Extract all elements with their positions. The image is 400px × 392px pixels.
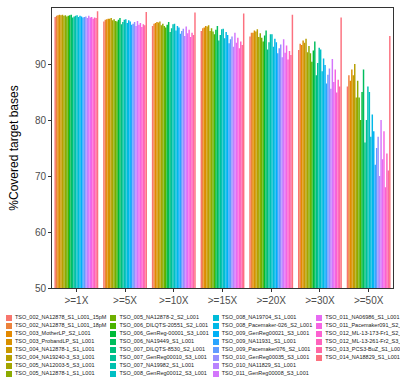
html-text:TSO_002_NA12878_S1_L001_18pM: TSO_002_NA12878_S1_L001_18pM: [15, 322, 107, 328]
svg-text:90: 90: [35, 59, 47, 70]
html-text:TSO_007_GenReg00010_S3_L001: TSO_007_GenReg00010_S3_L001: [119, 354, 207, 360]
html-text:TSO_009_Pacemaker076_S2_L001: TSO_009_Pacemaker076_S2_L001: [221, 346, 311, 352]
html-text:TSO_003_MotherLP_S2_L001: TSO_003_MotherLP_S2_L001: [15, 330, 91, 336]
html-text:TSO_009_NA11931_S1_L001: TSO_009_NA11931_S1_L001: [221, 338, 296, 344]
svg-text:60: 60: [35, 227, 47, 238]
html-text:TSO_006_GenReg-00001_S3_L001: TSO_006_GenReg-00001_S3_L001: [119, 330, 209, 336]
svg-text:80: 80: [35, 115, 47, 126]
html-text:TSO_007_NA19982_S1_L001: TSO_007_NA19982_S1_L001: [119, 362, 195, 368]
html-text:TSO_005_NA12003-5_S3_L001: TSO_005_NA12003-5_S3_L001: [15, 362, 95, 368]
html-text:TSO_006_NA19449_S1_L001: TSO_006_NA19449_S1_L001: [119, 338, 195, 344]
html-text:TSO_008_GenReg00012_S3_L001: TSO_008_GenReg00012_S3_L001: [119, 370, 207, 376]
html-text:TSO_014_NA18829_S1_L001: TSO_014_NA18829_S1_L001: [325, 354, 400, 360]
svg-text:70: 70: [35, 171, 47, 182]
html-text:TSO_005_NA12878-1_S1_L001: TSO_005_NA12878-1_S1_L001: [15, 370, 95, 376]
svg-text:>=5X: >=5X: [113, 295, 137, 306]
svg-text:>=30X: >=30X: [305, 295, 335, 306]
html-text:TSO_003_ProbandLP_S1_L001: TSO_003_ProbandLP_S1_L001: [15, 338, 95, 344]
svg-text:>=50X: >=50X: [354, 295, 384, 306]
svg-text:50: 50: [35, 283, 47, 294]
html-text:TSO_004_NA19240-3_S3_L001: TSO_004_NA19240-3_S3_L001: [15, 354, 95, 360]
html-text:TSO_002_NA12878_S1_L001_15pM: TSO_002_NA12878_S1_L001_15pM: [15, 314, 107, 320]
svg-text:>=1X: >=1X: [64, 295, 88, 306]
html-text:TSO_005_NA12878-2_S2_L001: TSO_005_NA12878-2_S2_L001: [119, 314, 199, 320]
svg-text:%Covered target bases: %Covered target bases: [7, 85, 21, 210]
html-text:TSO_007_DILQTS-8530_S2_L001: TSO_007_DILQTS-8530_S2_L001: [119, 346, 206, 352]
svg-text:>=15X: >=15X: [208, 295, 238, 306]
html-text:TSO_011_NA06986_S1_L001: TSO_011_NA06986_S1_L001: [325, 314, 400, 320]
svg-text:>=10X: >=10X: [159, 295, 189, 306]
html-text:TSO_009_GenReg00021_S3_L001: TSO_009_GenReg00021_S3_L001: [221, 330, 310, 336]
html-text:TSO_010_NA11829_S1_L001: TSO_010_NA11829_S1_L001: [221, 362, 296, 368]
html-text:TSO_010_GenReg00035_S3_L001: TSO_010_GenReg00035_S3_L001: [221, 354, 310, 360]
html-text:TSO_011_GenReg00008_S3_L001: TSO_011_GenReg00008_S3_L001: [221, 370, 309, 376]
html-text:TSO_006_DILQTS-20551_S2_L001: TSO_006_DILQTS-20551_S2_L001: [119, 322, 209, 328]
html-text:TSO_004_NA12878-1_S1_L001: TSO_004_NA12878-1_S1_L001: [15, 346, 95, 352]
html-text:TSO_008_NA19704_S1_L001: TSO_008_NA19704_S1_L001: [221, 314, 297, 320]
html-text:TSO_008_Pacemaker-026_S2_L001: TSO_008_Pacemaker-026_S2_L001: [221, 322, 313, 328]
svg-text:>=20X: >=20X: [256, 295, 286, 306]
